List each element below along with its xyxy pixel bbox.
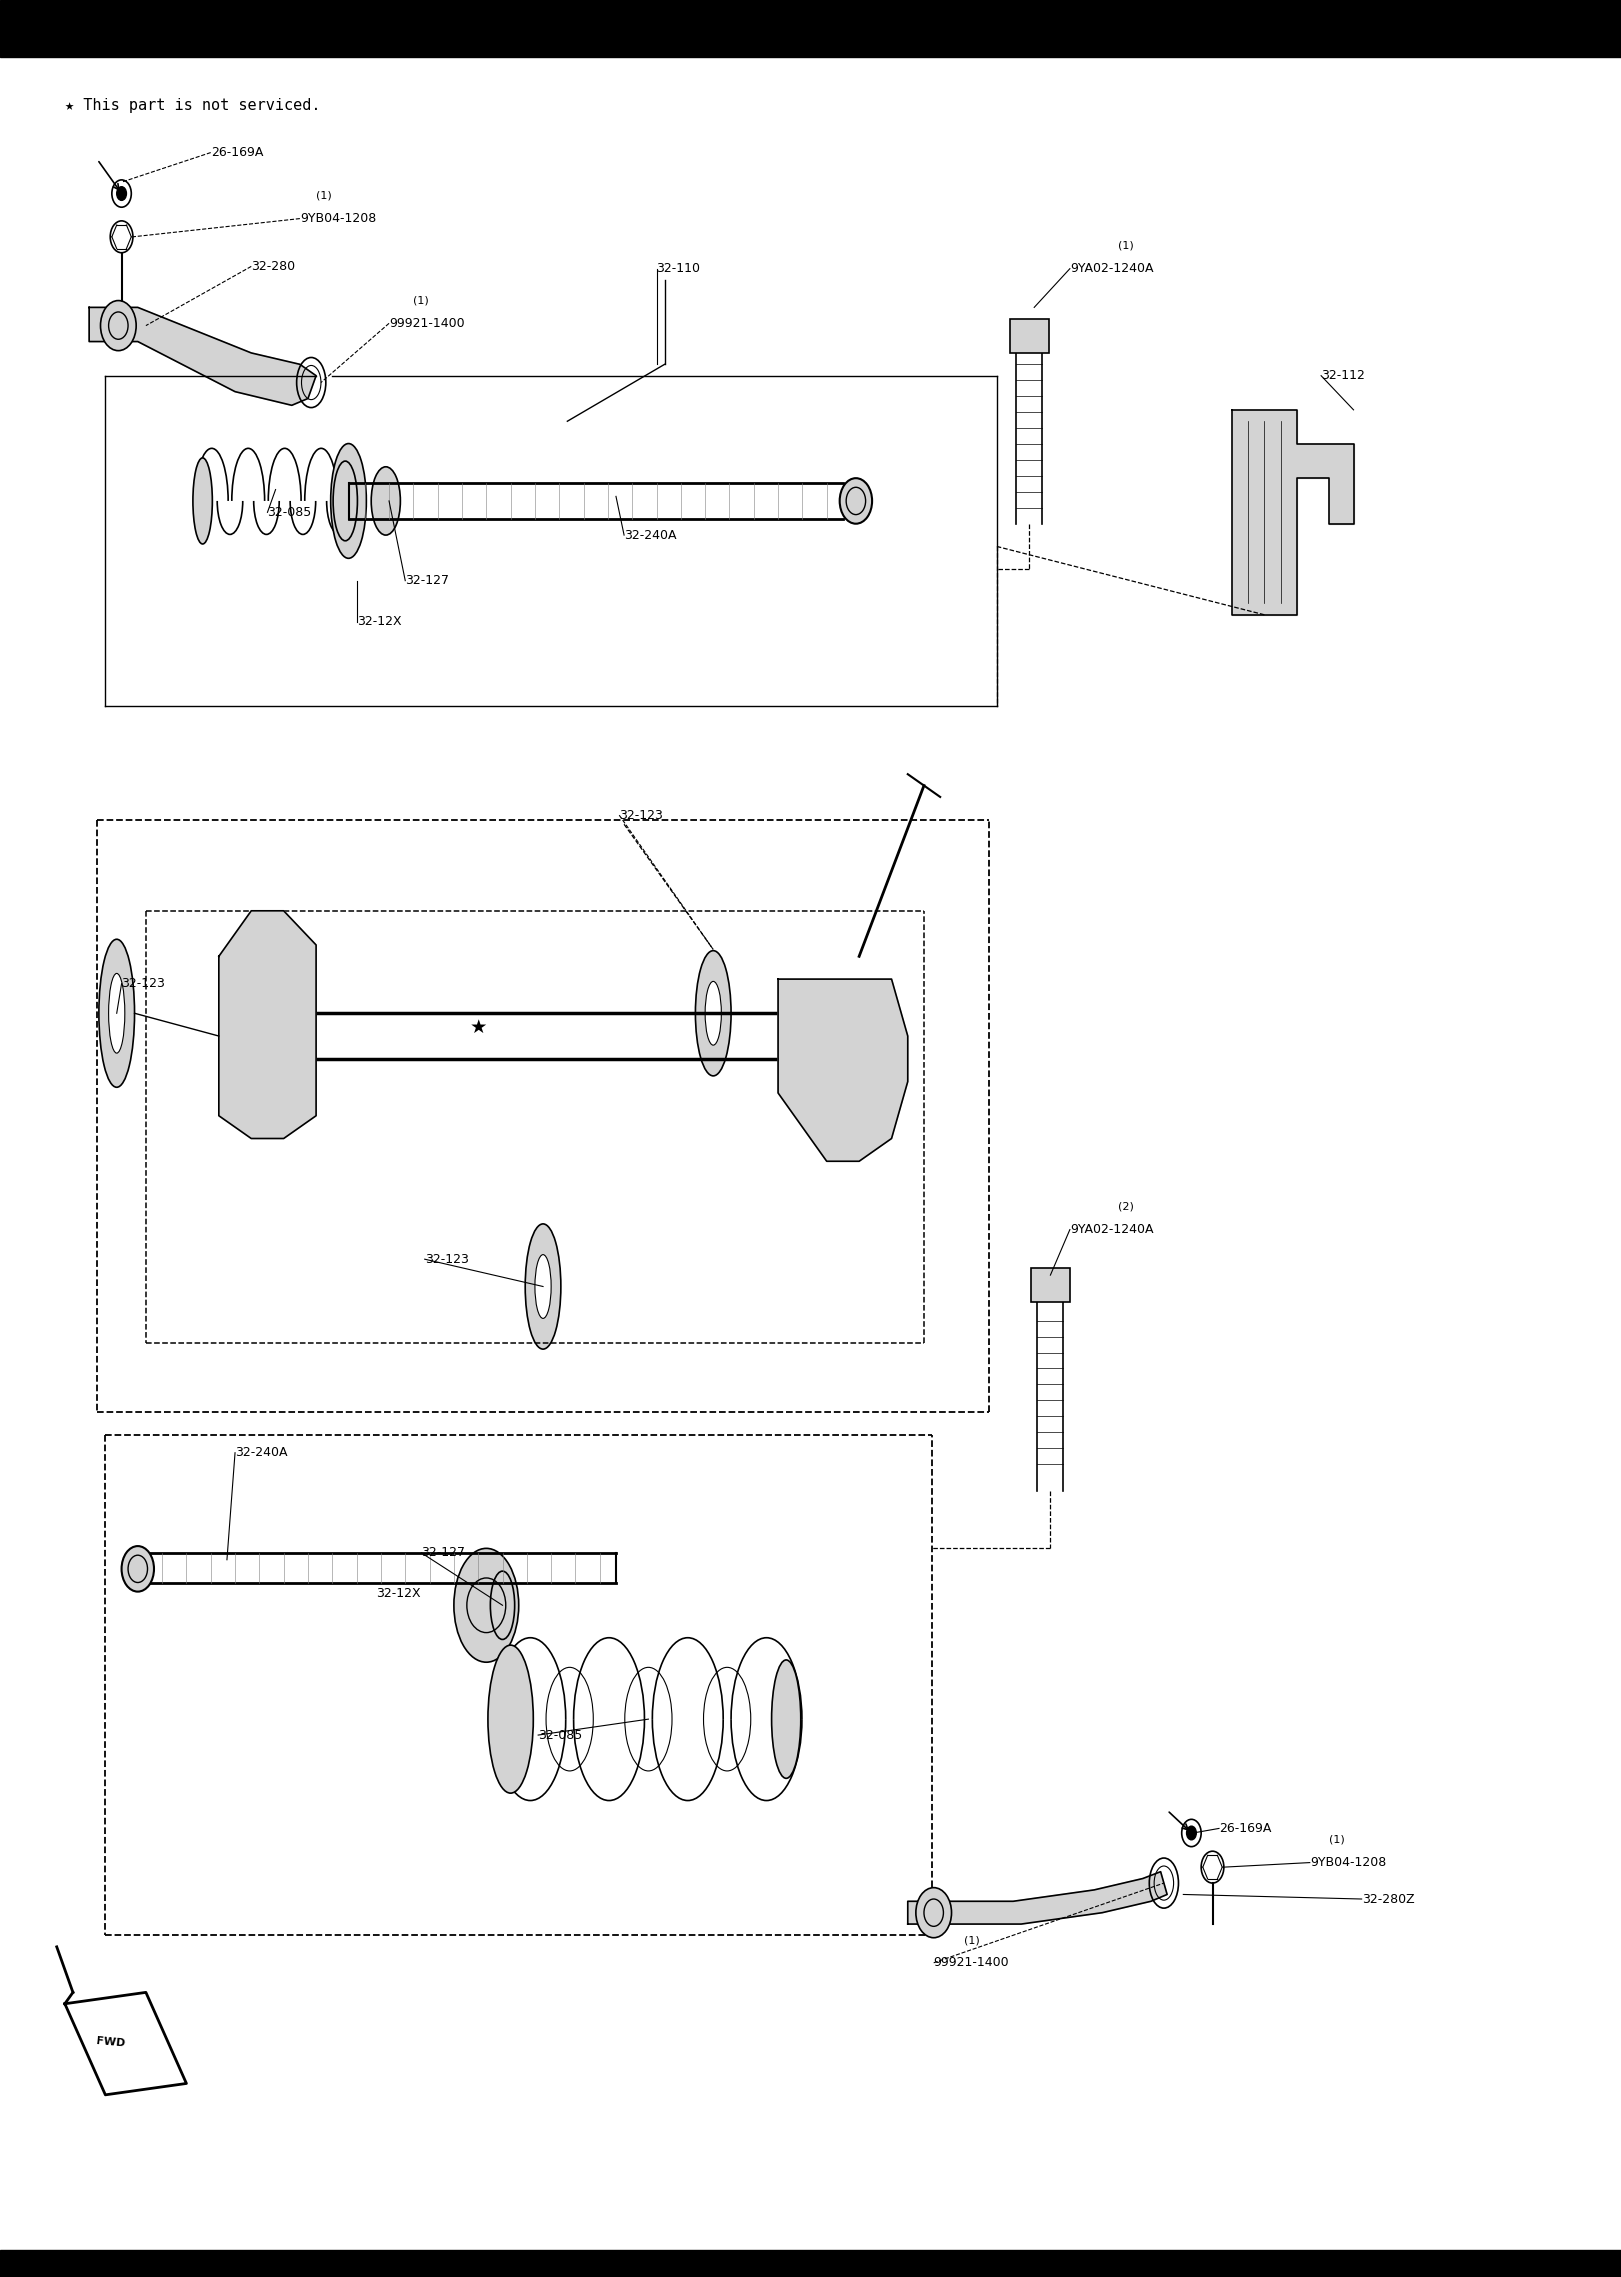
Ellipse shape <box>109 972 125 1052</box>
Bar <box>1031 1268 1070 1302</box>
Text: 32-123: 32-123 <box>122 977 165 990</box>
Ellipse shape <box>331 444 366 558</box>
Text: 32-085: 32-085 <box>267 505 311 519</box>
Circle shape <box>916 1888 952 1938</box>
Polygon shape <box>1232 410 1354 615</box>
Text: (2): (2) <box>1118 1202 1135 1211</box>
Polygon shape <box>89 307 316 405</box>
Circle shape <box>101 301 136 351</box>
Text: 32-112: 32-112 <box>1321 369 1365 383</box>
Ellipse shape <box>193 458 212 544</box>
Text: ★ This part is not serviced.: ★ This part is not serviced. <box>65 98 321 114</box>
Text: (1): (1) <box>413 296 430 305</box>
Circle shape <box>1187 1826 1196 1840</box>
Text: (1): (1) <box>1118 241 1135 250</box>
Circle shape <box>122 1546 154 1592</box>
Text: 32-127: 32-127 <box>405 574 449 587</box>
Polygon shape <box>778 979 908 1161</box>
Ellipse shape <box>334 460 357 542</box>
Text: 99921-1400: 99921-1400 <box>934 1956 1010 1970</box>
Bar <box>0 0 1621 57</box>
Text: 32-12X: 32-12X <box>376 1587 421 1601</box>
Text: 32-280: 32-280 <box>251 260 295 273</box>
Ellipse shape <box>371 467 400 535</box>
Text: 32-240A: 32-240A <box>235 1446 287 1460</box>
Text: 9YA02-1240A: 9YA02-1240A <box>1070 262 1154 276</box>
Text: 32-085: 32-085 <box>538 1728 582 1742</box>
Text: 26-169A: 26-169A <box>1219 1822 1271 1835</box>
Text: (1): (1) <box>1329 1835 1345 1844</box>
Text: 32-110: 32-110 <box>657 262 700 276</box>
Text: (1): (1) <box>316 191 332 200</box>
Text: (1): (1) <box>964 1935 981 1945</box>
Text: 99921-1400: 99921-1400 <box>389 317 465 330</box>
Circle shape <box>840 478 872 524</box>
Polygon shape <box>219 911 316 1138</box>
Text: 9YA02-1240A: 9YA02-1240A <box>1070 1223 1154 1236</box>
Text: 32-12X: 32-12X <box>357 615 402 628</box>
Text: 9YB04-1208: 9YB04-1208 <box>1310 1856 1386 1869</box>
Text: ★: ★ <box>470 1018 486 1036</box>
Bar <box>1010 319 1049 353</box>
Ellipse shape <box>772 1660 801 1778</box>
Ellipse shape <box>535 1255 551 1318</box>
Circle shape <box>117 187 126 200</box>
Text: 32-280Z: 32-280Z <box>1362 1892 1414 1906</box>
Text: 32-127: 32-127 <box>421 1546 465 1560</box>
Text: 32-123: 32-123 <box>425 1252 468 1266</box>
Text: 9YB04-1208: 9YB04-1208 <box>300 212 376 225</box>
Ellipse shape <box>488 1644 533 1794</box>
Ellipse shape <box>705 981 721 1045</box>
Ellipse shape <box>525 1225 561 1348</box>
Ellipse shape <box>695 950 731 1075</box>
Polygon shape <box>65 1992 186 2095</box>
Text: FWD: FWD <box>96 2036 125 2049</box>
Text: 32-123: 32-123 <box>619 808 663 822</box>
Text: 26-169A: 26-169A <box>211 146 263 159</box>
Text: 32-240A: 32-240A <box>624 528 676 542</box>
Ellipse shape <box>454 1548 519 1662</box>
Polygon shape <box>908 1872 1167 1924</box>
Ellipse shape <box>99 938 135 1086</box>
Ellipse shape <box>490 1571 514 1639</box>
Bar <box>0 2250 1621 2277</box>
